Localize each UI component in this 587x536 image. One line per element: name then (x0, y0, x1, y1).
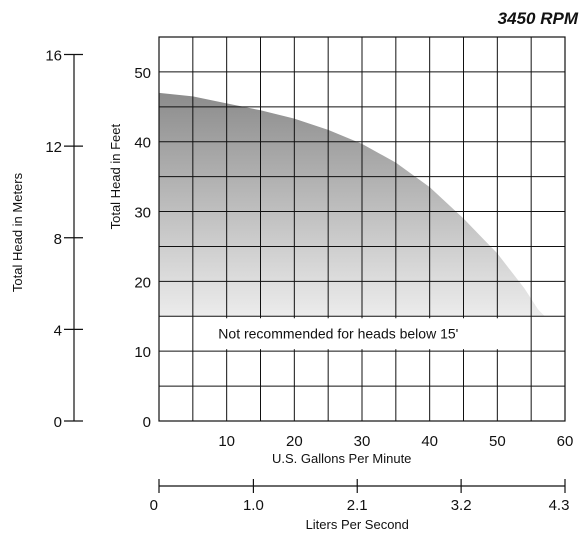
x-axis-lps-title: Liters Per Second (306, 517, 409, 532)
y-meters-tick-label: 0 (54, 414, 62, 431)
plot-area: Not recommended for heads below 15' (158, 36, 566, 422)
y-feet-tick-label: 20 (134, 274, 151, 291)
x-gpm-tick-label: 30 (354, 433, 371, 450)
y-axis-feet-title: Total Head in Feet (108, 124, 123, 230)
y-feet-tick-label: 30 (134, 205, 151, 222)
y-meters-tick-label: 4 (54, 322, 62, 339)
annotation-box (209, 318, 525, 350)
y-meters-tick-label: 8 (54, 231, 62, 248)
vertical-gridlines (192, 37, 532, 421)
y-meters-tick-label: 16 (45, 48, 62, 65)
annotation-text: Not recommended for heads below 15' (218, 326, 458, 342)
y-feet-tick-label: 40 (134, 135, 151, 152)
pump-curve-area (159, 92, 545, 317)
x-lps-tick-label: 1.0 (243, 497, 264, 514)
chart-title: 3450 RPM (498, 9, 579, 28)
x-lps-tick-label: 0 (150, 497, 158, 514)
y-axis-feet-tick-labels: 0 10 20 30 40 50 (134, 65, 151, 431)
horizontal-gridlines (159, 71, 565, 387)
y-axis-meters: 0 4 8 12 16 (45, 48, 83, 431)
y-axis-meters-title: Total Head in Meters (10, 172, 25, 292)
y-feet-tick-label: 0 (143, 414, 151, 431)
x-gpm-tick-label: 50 (489, 433, 506, 450)
x-axis-gpm-tick-labels: 10 20 30 40 50 60 (218, 433, 573, 450)
x-lps-tick-label: 2.1 (347, 497, 368, 514)
y-feet-tick-label: 10 (134, 344, 151, 361)
x-lps-tick-label: 4.3 (549, 497, 570, 514)
x-gpm-tick-label: 60 (557, 433, 574, 450)
x-gpm-tick-label: 20 (286, 433, 303, 450)
plot-border (158, 36, 566, 422)
y-feet-tick-label: 50 (134, 65, 151, 82)
x-lps-tick-label: 3.2 (451, 497, 472, 514)
y-meters-tick-label: 12 (45, 139, 62, 156)
x-gpm-tick-label: 10 (218, 433, 235, 450)
x-axis-gpm-title: U.S. Gallons Per Minute (272, 451, 411, 466)
x-axis-lps: 0 1.0 2.1 3.2 4.3 (150, 479, 570, 514)
x-gpm-tick-label: 40 (421, 433, 438, 450)
